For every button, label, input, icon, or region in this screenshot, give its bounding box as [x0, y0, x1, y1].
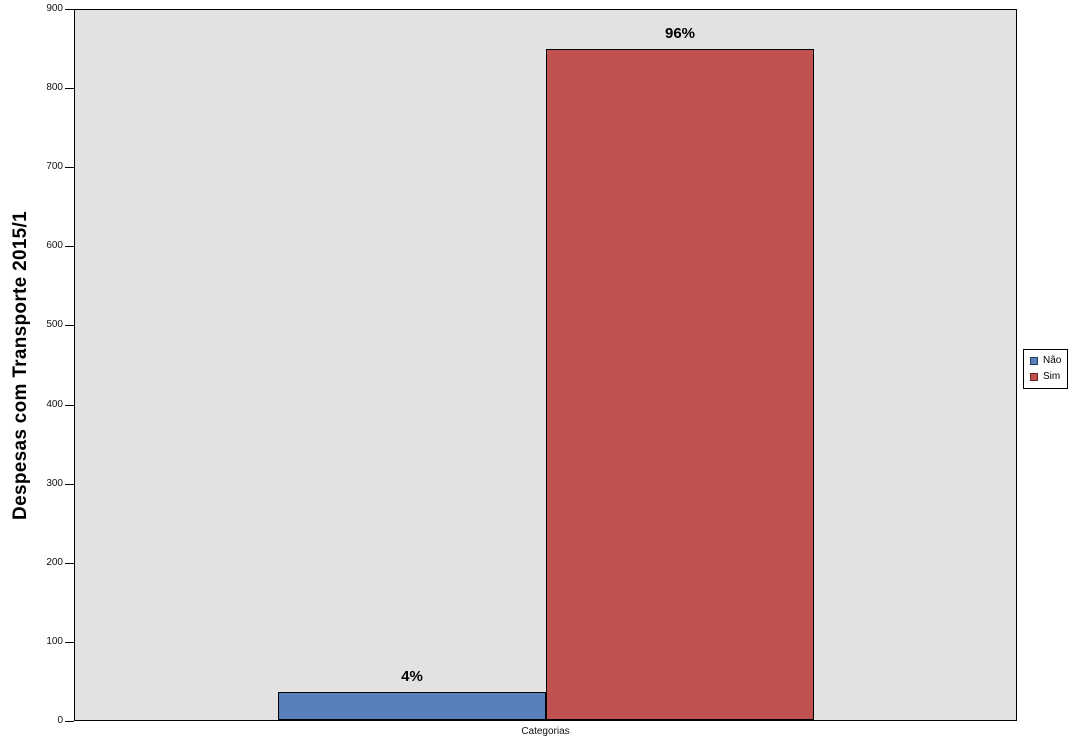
legend-label: Sim [1043, 371, 1061, 382]
legend-label: Não [1043, 355, 1062, 366]
legend-item: Sim [1030, 372, 1061, 382]
legend: Não Sim [1023, 349, 1068, 389]
y-tick-mark [65, 88, 74, 90]
y-tick-mark [65, 246, 74, 248]
y-tick-mark [65, 9, 74, 10]
y-tick-label: 100 [46, 635, 63, 647]
y-tick-label: 400 [46, 398, 63, 410]
legend-swatch-icon [1030, 373, 1038, 381]
y-axis-title-container: Despesas com Transporte 2015/1 [0, 9, 42, 721]
y-axis-title: Despesas com Transporte 2015/1 [10, 210, 31, 520]
y-tick-label: 900 [46, 3, 63, 14]
y-tick-mark [65, 641, 74, 643]
bar-não [278, 692, 546, 720]
y-tick-label: 600 [46, 240, 63, 252]
y-tick-mark [65, 562, 74, 564]
y-tick-label: 0 [57, 715, 63, 726]
y-tick-mark [65, 721, 74, 722]
legend-swatch-icon [1030, 357, 1038, 365]
y-tick-label: 300 [46, 477, 63, 489]
plot-area: 4% 96% [74, 9, 1017, 721]
y-tick-mark [65, 404, 74, 406]
bar-sim [546, 49, 814, 720]
y-tick-mark [65, 167, 74, 169]
y-tick-mark [65, 483, 74, 485]
x-axis-label: Categorias [521, 726, 570, 737]
y-tick-label: 200 [46, 556, 63, 568]
legend-item: Não [1030, 356, 1061, 366]
bar-data-label: 4% [401, 668, 423, 685]
y-tick-label: 500 [46, 319, 63, 331]
bar-data-label: 96% [664, 25, 696, 42]
y-tick-label: 700 [46, 161, 63, 173]
y-tick-label: 800 [46, 82, 63, 94]
y-tick-mark [65, 325, 74, 327]
